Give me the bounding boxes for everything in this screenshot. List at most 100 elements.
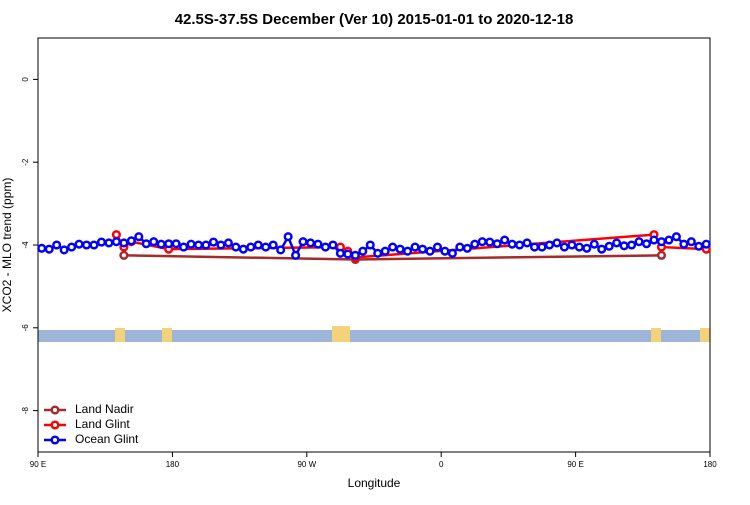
point (641, 239, 652, 249)
point (537, 242, 547, 252)
point (179, 242, 189, 252)
point (634, 237, 644, 247)
point (350, 250, 360, 260)
point (119, 250, 129, 260)
point (134, 232, 144, 242)
point (81, 240, 92, 250)
point (574, 242, 584, 252)
point (44, 244, 54, 254)
point (477, 237, 487, 247)
point (500, 235, 510, 245)
y-tick-label: -8 (21, 406, 30, 414)
point (425, 246, 435, 256)
land-patch (651, 328, 661, 342)
point (171, 239, 181, 249)
point (149, 237, 159, 247)
point (417, 244, 428, 254)
point (111, 237, 121, 247)
point (656, 250, 667, 260)
x-tick-label: 90 E (567, 460, 583, 469)
point (447, 248, 457, 258)
point (89, 240, 99, 250)
point (37, 243, 47, 253)
point (432, 242, 443, 252)
legend-marker (50, 405, 60, 415)
point (223, 238, 233, 248)
point (156, 239, 166, 249)
point (656, 237, 667, 247)
land-patch (162, 328, 172, 342)
point (597, 244, 607, 254)
y-tick-label: -6 (21, 324, 30, 332)
x-axis-label: Longitude (348, 476, 401, 490)
point (462, 243, 472, 253)
series-line (123, 254, 662, 261)
point (305, 238, 316, 248)
legend-label: Land Nadir (75, 402, 134, 416)
point (141, 239, 151, 249)
point (276, 245, 286, 255)
legend-marker (50, 435, 60, 445)
point (111, 230, 121, 240)
point (328, 240, 338, 250)
point (96, 237, 107, 247)
point (701, 239, 711, 249)
point (403, 246, 413, 256)
point (186, 239, 196, 249)
point (373, 248, 383, 258)
y-tick-label: -4 (21, 241, 30, 249)
point (627, 240, 637, 250)
point (283, 232, 293, 242)
point (238, 244, 248, 254)
legend-label: Ocean Glint (75, 432, 139, 446)
point (164, 239, 174, 249)
point (492, 239, 502, 249)
point (664, 235, 674, 245)
point (291, 250, 301, 260)
point (74, 239, 84, 249)
y-axis-label: XCO2 - MLO trend (ppm) (0, 178, 14, 313)
point (410, 242, 420, 252)
land-patch (332, 326, 350, 342)
point (567, 240, 577, 250)
legend-label: Land Glint (75, 417, 130, 431)
point (313, 239, 323, 249)
x-tick-label: 180 (703, 460, 717, 469)
point (320, 242, 331, 252)
point (126, 236, 136, 246)
point (231, 242, 241, 252)
x-tick-label: 0 (439, 460, 444, 469)
y-tick-label: 0 (21, 77, 30, 82)
point (649, 235, 659, 245)
point (104, 238, 114, 248)
point (52, 240, 62, 250)
x-tick-label: 90 E (30, 460, 46, 469)
point (507, 239, 517, 249)
point (59, 245, 69, 255)
point (388, 242, 398, 252)
point (298, 237, 308, 247)
point (193, 240, 204, 250)
point (559, 242, 569, 252)
point (515, 240, 525, 250)
point (604, 241, 614, 251)
point (522, 238, 532, 248)
land-patch (700, 328, 710, 342)
x-tick-label: 180 (166, 460, 180, 469)
point (201, 240, 211, 250)
point (246, 242, 256, 252)
point (208, 237, 219, 247)
point (440, 246, 450, 256)
point (119, 238, 129, 248)
point (216, 240, 226, 250)
point (380, 246, 390, 256)
point (395, 244, 405, 254)
point (694, 241, 704, 251)
point (455, 242, 465, 252)
legend-marker (50, 420, 60, 430)
point (589, 239, 599, 249)
point (544, 240, 555, 250)
point (358, 246, 368, 256)
point (67, 242, 77, 252)
